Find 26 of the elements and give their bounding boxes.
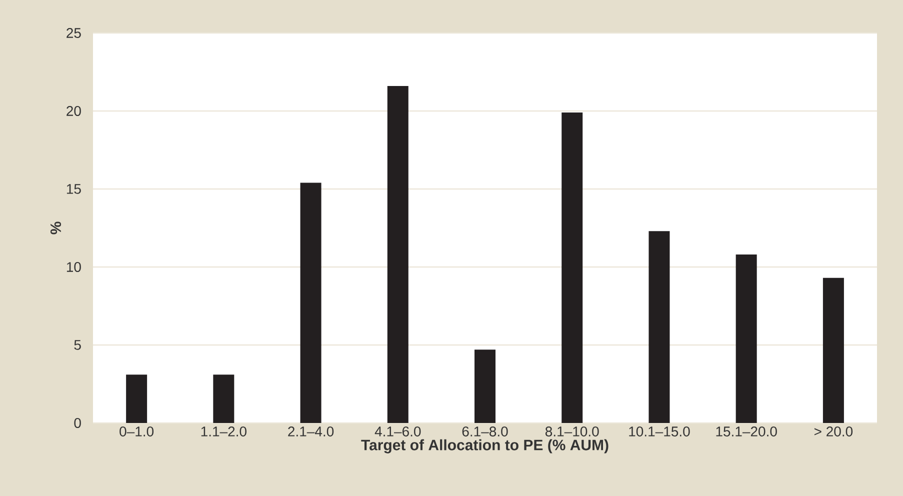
x-tick-label: > 20.0 xyxy=(814,426,853,436)
bar xyxy=(126,374,148,423)
x-tick-label: 4.1–6.0 xyxy=(374,426,421,436)
bar xyxy=(213,374,234,423)
y-tick-label: 20 xyxy=(66,106,81,116)
bar xyxy=(648,231,670,423)
y-tick-label: 5 xyxy=(74,340,81,350)
bar xyxy=(300,182,322,423)
bar xyxy=(387,86,408,423)
x-tick-label: 0–1.0 xyxy=(120,426,154,436)
x-tick-label: 2.1–4.0 xyxy=(288,426,334,436)
y-axis-title: % xyxy=(50,222,62,234)
x-tick-label: 15.1–20.0 xyxy=(716,426,777,436)
x-tick-label: 8.1–10.0 xyxy=(545,426,599,436)
y-tick-label: 25 xyxy=(66,28,81,38)
bar xyxy=(474,350,496,423)
x-tick-label: 6.1–8.0 xyxy=(462,426,508,436)
y-tick-label: 10 xyxy=(66,262,81,272)
y-tick-label: 15 xyxy=(66,184,81,194)
x-axis-title: Target of Allocation to PE (% AUM) xyxy=(361,439,608,454)
bar xyxy=(822,278,844,423)
bar xyxy=(736,254,757,423)
x-tick-label: 1.1–2.0 xyxy=(201,426,246,436)
y-tick-label: 0 xyxy=(74,418,81,428)
bar xyxy=(562,112,583,423)
x-tick-label: 10.1–15.0 xyxy=(629,426,690,436)
